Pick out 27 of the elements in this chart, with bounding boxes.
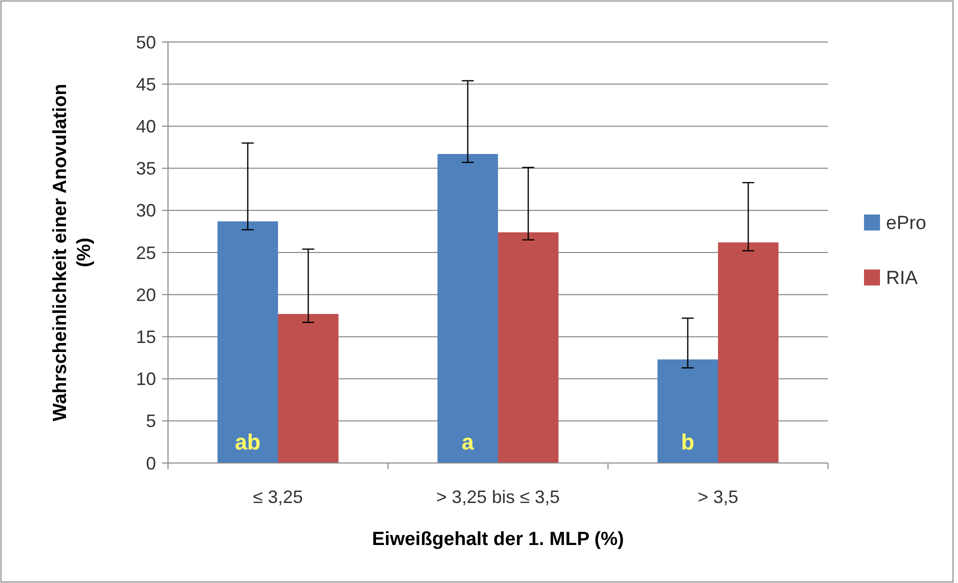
- y-tick-label: 5: [146, 411, 156, 432]
- annotation: b: [681, 430, 694, 455]
- x-axis-title: Eiweißgehalt der 1. MLP (%): [372, 529, 624, 550]
- bar: [438, 154, 498, 463]
- y-tick-label: 20: [136, 284, 156, 305]
- y-tick-label: 15: [136, 327, 156, 347]
- y-tick-label: 0: [146, 453, 156, 474]
- x-tick-label: > 3,5: [698, 487, 738, 507]
- bar: [658, 359, 718, 463]
- annotation: ab: [234, 430, 261, 455]
- y-tick-label: 25: [136, 242, 156, 263]
- y-tick-label: 50: [136, 32, 156, 52]
- bar: [718, 242, 778, 463]
- annotation: a: [462, 430, 475, 455]
- y-tick-label: 30: [136, 200, 156, 221]
- y-tick-label: 45: [136, 74, 156, 94]
- bar: [278, 314, 338, 463]
- x-tick-label: ≤ 3,25: [253, 487, 303, 507]
- y-tick-label: 35: [136, 158, 156, 179]
- bar: [218, 221, 278, 463]
- y-tick-label: 40: [136, 116, 156, 136]
- y-tick-label: 10: [136, 369, 156, 390]
- x-tick-label: > 3,25 bis ≤ 3,5: [436, 487, 560, 507]
- y-axis-title: Wahrscheinlichkeit einer Anovulation (%): [50, 84, 95, 422]
- legend-label: RIA: [886, 268, 918, 290]
- legend-label: ePro: [886, 213, 926, 234]
- bar: [498, 232, 558, 463]
